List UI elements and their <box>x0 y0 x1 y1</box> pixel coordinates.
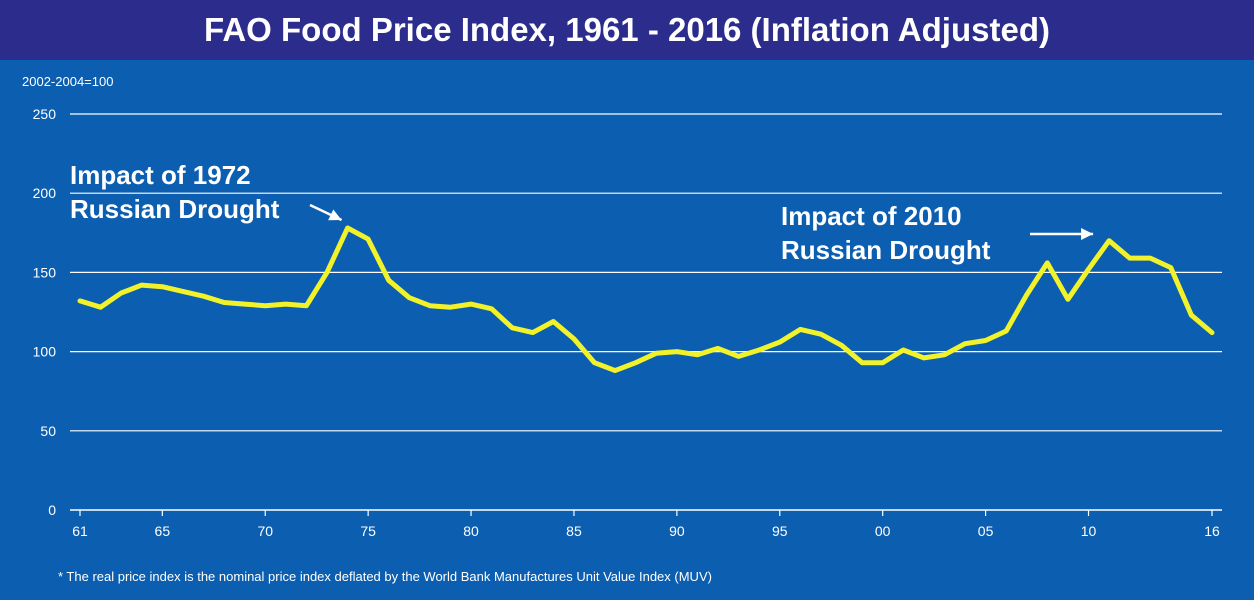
annotation-2010-line2: Russian Drought <box>781 235 991 265</box>
y-tick-label: 50 <box>40 423 56 439</box>
y-axis-unit-label: 2002-2004=100 <box>22 74 114 89</box>
data-point <box>818 332 823 337</box>
x-tick-label: 00 <box>875 523 891 539</box>
x-tick-label: 10 <box>1081 523 1097 539</box>
chart-area: 0 50 100 150 200 250 61 65 70 75 80 85 90 95 00 05 10 16 <box>0 60 1254 600</box>
data-point <box>98 305 103 310</box>
data-point <box>963 341 968 346</box>
grid-lines <box>70 113 1222 511</box>
data-point <box>1024 292 1029 297</box>
data-point <box>860 360 865 365</box>
x-tick-label: 90 <box>669 523 685 539</box>
data-point <box>572 336 577 341</box>
data-point <box>901 348 906 353</box>
y-tick-label: 200 <box>33 185 57 201</box>
data-point <box>510 325 515 330</box>
y-tick-label: 0 <box>48 502 56 518</box>
data-point <box>613 368 618 373</box>
x-tick-label: 85 <box>566 523 582 539</box>
data-point <box>551 319 556 324</box>
y-tick-label: 150 <box>33 264 57 280</box>
data-point <box>1168 265 1173 270</box>
annotation-2010-line1: Impact of 2010 <box>781 201 962 231</box>
data-point <box>1127 256 1132 261</box>
data-point <box>119 291 124 296</box>
data-point <box>1210 330 1215 335</box>
annotation-1972-line1: Impact of 1972 <box>70 160 251 190</box>
data-point <box>633 360 638 365</box>
data-point <box>366 237 371 242</box>
x-tick-label: 70 <box>257 523 273 539</box>
annotation-1972-drought: Impact of 1972 Russian Drought <box>70 158 279 226</box>
data-point <box>1065 297 1070 302</box>
data-point <box>386 278 391 283</box>
annotation-2010-drought: Impact of 2010 Russian Drought <box>781 199 990 267</box>
data-point <box>592 360 597 365</box>
series-layer <box>77 225 1215 374</box>
data-point <box>160 284 165 289</box>
y-tick-label: 100 <box>33 344 57 360</box>
data-point <box>530 330 535 335</box>
data-point <box>263 303 268 308</box>
data-point <box>736 354 741 359</box>
data-point <box>448 305 453 310</box>
data-point <box>1045 260 1050 265</box>
x-tick-label: 80 <box>463 523 479 539</box>
data-point <box>283 302 288 307</box>
data-point <box>1086 267 1091 272</box>
y-axis-tick-labels: 0 50 100 150 200 250 <box>33 106 57 518</box>
x-tick-label: 75 <box>360 523 376 539</box>
data-point <box>695 352 700 357</box>
data-point <box>942 352 947 357</box>
data-point <box>839 343 844 348</box>
data-point <box>242 302 247 307</box>
x-tick-label: 61 <box>72 523 88 539</box>
series-line <box>77 225 1215 374</box>
data-point <box>1004 329 1009 334</box>
data-point <box>325 270 330 275</box>
data-point <box>201 294 206 299</box>
x-axis-tick-labels: 61 65 70 75 80 85 90 95 00 05 10 16 <box>72 510 1220 539</box>
data-point <box>139 283 144 288</box>
chart-title: FAO Food Price Index, 1961 - 2016 (Infla… <box>204 11 1050 48</box>
line-chart: 0 50 100 150 200 250 61 65 70 75 80 85 90 95 00 05 10 16 <box>33 106 1222 539</box>
data-point <box>716 346 721 351</box>
data-point <box>427 303 432 308</box>
data-point <box>222 300 227 305</box>
data-point <box>78 298 83 303</box>
data-point <box>489 306 494 311</box>
data-point <box>880 360 885 365</box>
data-point <box>1189 313 1194 318</box>
x-tick-label: 65 <box>155 523 171 539</box>
data-point <box>983 338 988 343</box>
data-point <box>798 327 803 332</box>
title-bar: FAO Food Price Index, 1961 - 2016 (Infla… <box>0 0 1254 60</box>
y-tick-label: 250 <box>33 106 57 122</box>
data-point <box>345 226 350 231</box>
data-point <box>1148 256 1153 261</box>
data-point <box>777 340 782 345</box>
arrow-1972-icon <box>309 203 343 222</box>
data-point <box>180 289 185 294</box>
data-point <box>1107 238 1112 243</box>
data-point <box>469 302 474 307</box>
data-point <box>304 303 309 308</box>
data-point <box>654 351 659 356</box>
data-point <box>757 348 762 353</box>
x-tick-label: 16 <box>1204 523 1220 539</box>
data-point <box>674 349 679 354</box>
annotation-arrows <box>309 203 1094 240</box>
annotation-1972-line2: Russian Drought <box>70 194 280 224</box>
footnote: * The real price index is the nominal pr… <box>58 569 712 584</box>
data-point <box>921 355 926 360</box>
x-tick-label: 05 <box>978 523 994 539</box>
x-tick-label: 95 <box>772 523 788 539</box>
arrow-2010-icon <box>1030 228 1094 240</box>
data-point <box>407 295 412 300</box>
